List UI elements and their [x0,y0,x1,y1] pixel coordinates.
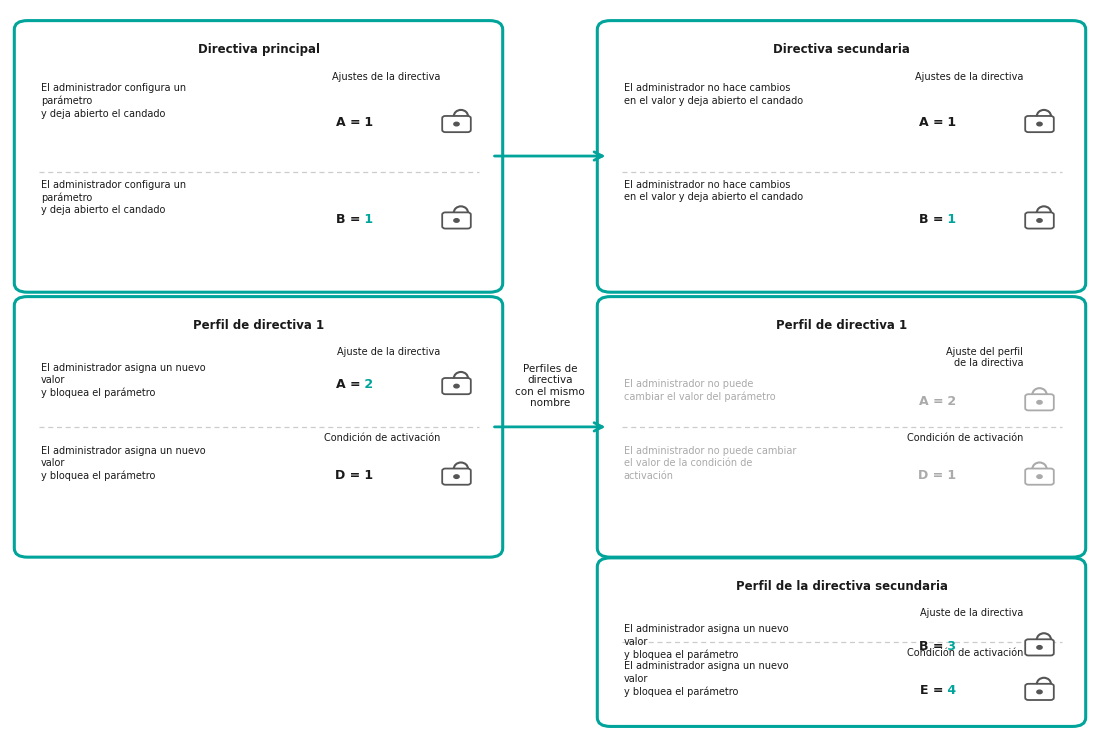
FancyBboxPatch shape [14,297,503,557]
Text: El administrador asigna un nuevo
valor
y bloquea el parámetro: El administrador asigna un nuevo valor y… [41,363,206,398]
FancyBboxPatch shape [597,297,1086,557]
Text: 3: 3 [943,640,956,653]
Text: Perfiles de
directiva
con el mismo
nombre: Perfiles de directiva con el mismo nombr… [515,364,585,408]
Text: 1: 1 [943,213,956,226]
FancyBboxPatch shape [1025,116,1054,132]
Text: Directiva secundaria: Directiva secundaria [773,43,910,56]
Text: A =: A = [336,116,360,130]
Circle shape [454,122,459,126]
Text: D =: D = [917,469,943,482]
Text: Ajuste del perfil
de la directiva: Ajuste del perfil de la directiva [946,347,1023,368]
Circle shape [1037,219,1042,222]
Text: B =: B = [336,213,360,226]
Circle shape [1037,400,1042,404]
Text: 4: 4 [943,684,956,697]
Text: Ajuste de la directiva: Ajuste de la directiva [337,347,440,357]
Text: 1: 1 [360,469,373,482]
Circle shape [1037,122,1042,126]
Circle shape [1037,690,1042,693]
FancyBboxPatch shape [442,469,471,485]
Text: 1: 1 [943,116,956,130]
Text: D =: D = [334,469,360,482]
FancyBboxPatch shape [1025,213,1054,229]
Text: El administrador asigna un nuevo
valor
y bloquea el parámetro: El administrador asigna un nuevo valor y… [624,624,789,659]
Circle shape [454,219,459,222]
Circle shape [1037,475,1042,478]
FancyBboxPatch shape [597,21,1086,292]
Text: B =: B = [918,640,943,653]
Text: 2: 2 [360,378,373,392]
FancyBboxPatch shape [442,378,471,394]
Text: Perfil de directiva 1: Perfil de directiva 1 [776,319,908,332]
Text: Condición de activación: Condición de activación [906,433,1023,443]
FancyBboxPatch shape [1025,640,1054,656]
Text: El administrador no hace cambios
en el valor y deja abierto el candado: El administrador no hace cambios en el v… [624,83,803,105]
Circle shape [1037,645,1042,649]
Circle shape [454,384,459,388]
Text: Ajustes de la directiva: Ajustes de la directiva [331,72,440,82]
Text: A =: A = [336,378,360,392]
Text: El administrador configura un
parámetro
y deja abierto el candado: El administrador configura un parámetro … [41,83,186,118]
Circle shape [454,475,459,478]
Text: A =: A = [918,394,943,408]
FancyBboxPatch shape [442,116,471,132]
Text: Ajuste de la directiva: Ajuste de la directiva [920,608,1023,618]
Text: Condición de activación: Condición de activación [323,433,440,443]
Text: B =: B = [918,213,943,226]
Text: E =: E = [920,684,943,697]
FancyBboxPatch shape [442,213,471,229]
Text: 1: 1 [943,469,956,482]
FancyBboxPatch shape [1025,394,1054,411]
Text: Ajustes de la directiva: Ajustes de la directiva [914,72,1023,82]
FancyBboxPatch shape [1025,684,1054,700]
Text: Perfil de directiva 1: Perfil de directiva 1 [192,319,324,332]
Text: 1: 1 [360,116,373,130]
Text: 2: 2 [943,394,956,408]
Text: Condición de activación: Condición de activación [906,648,1023,658]
Text: El administrador no puede
cambiar el valor del parámetro: El administrador no puede cambiar el val… [624,379,776,402]
FancyBboxPatch shape [597,558,1086,726]
FancyBboxPatch shape [1025,469,1054,485]
Text: El administrador asigna un nuevo
valor
y bloquea el parámetro: El administrador asigna un nuevo valor y… [41,446,206,481]
Text: El administrador asigna un nuevo
valor
y bloquea el parámetro: El administrador asigna un nuevo valor y… [624,661,789,697]
Text: Perfil de la directiva secundaria: Perfil de la directiva secundaria [736,580,947,593]
Text: A =: A = [918,116,943,130]
Text: El administrador configura un
parámetro
y deja abierto el candado: El administrador configura un parámetro … [41,180,186,215]
Text: El administrador no hace cambios
en el valor y deja abierto el candado: El administrador no hace cambios en el v… [624,180,803,202]
Text: El administrador no puede cambiar
el valor de la condición de
activación: El administrador no puede cambiar el val… [624,446,796,481]
Text: Directiva principal: Directiva principal [198,43,319,56]
FancyBboxPatch shape [14,21,503,292]
Text: 1: 1 [360,213,373,226]
